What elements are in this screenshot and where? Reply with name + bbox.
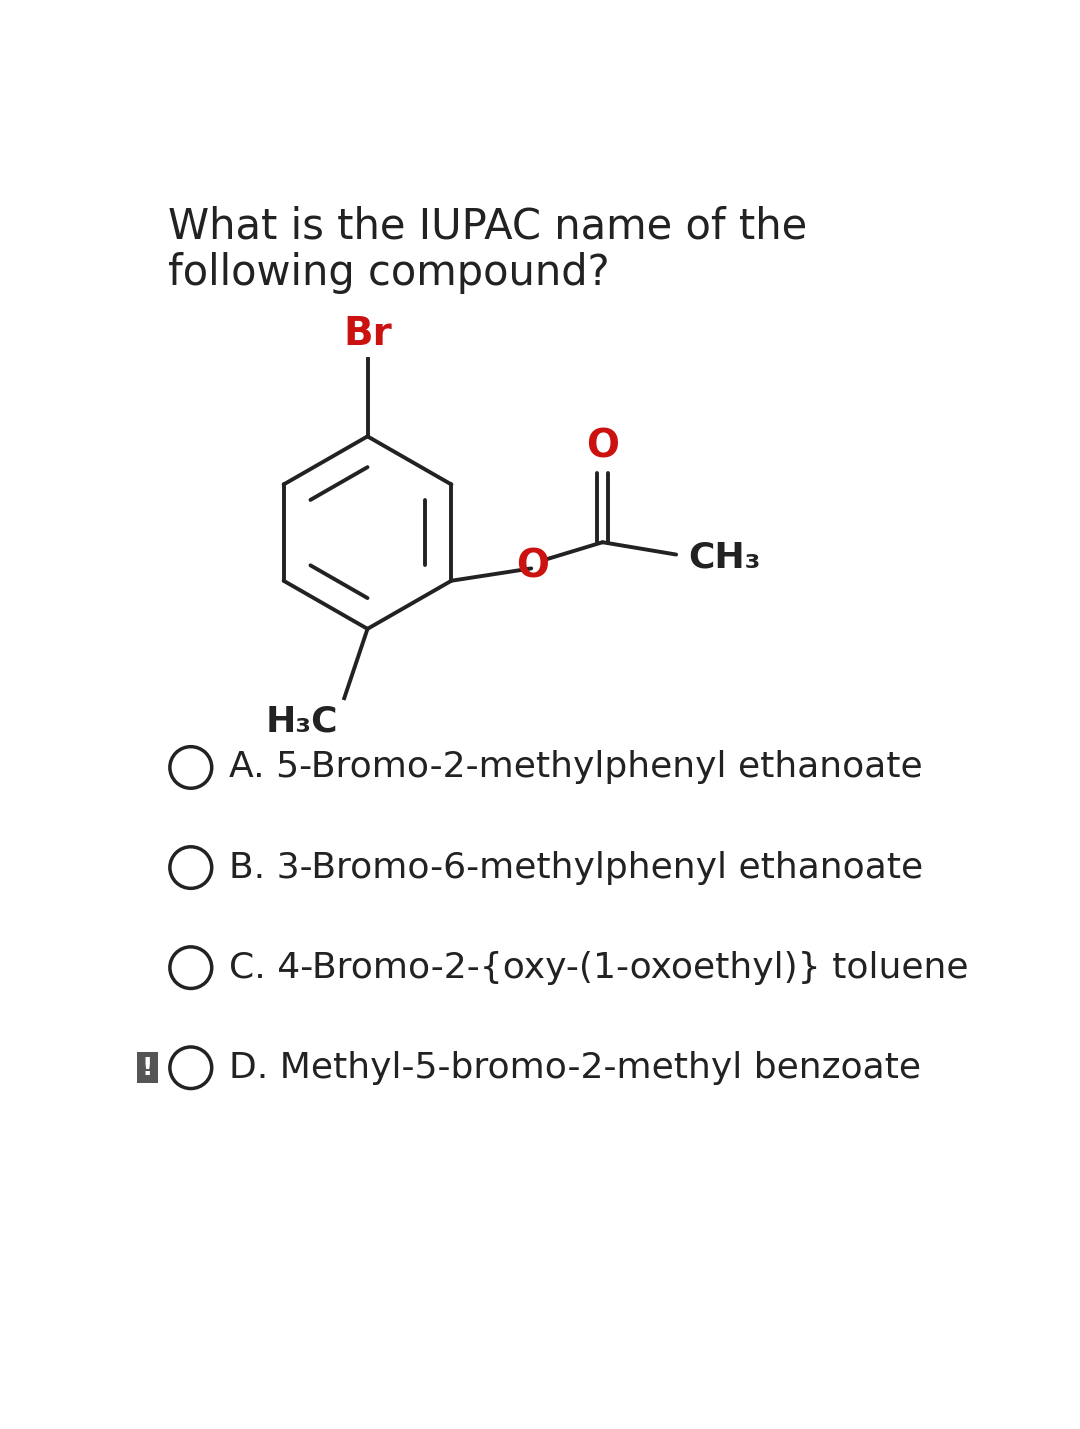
Text: H₃C: H₃C xyxy=(266,704,338,739)
Text: What is the IUPAC name of the: What is the IUPAC name of the xyxy=(167,206,807,247)
Text: !: ! xyxy=(141,1056,153,1080)
FancyBboxPatch shape xyxy=(136,1052,159,1083)
Text: Br: Br xyxy=(343,316,392,353)
Text: following compound?: following compound? xyxy=(167,252,609,293)
Text: D. Methyl-5-bromo-2-methyl benzoate: D. Methyl-5-bromo-2-methyl benzoate xyxy=(229,1050,921,1085)
Text: CH₃: CH₃ xyxy=(688,540,760,574)
Text: C. 4-Bromo-2-{oxy-(1-oxoethyl)} toluene: C. 4-Bromo-2-{oxy-(1-oxoethyl)} toluene xyxy=(229,950,969,985)
Text: A. 5-Bromo-2-methylphenyl ethanoate: A. 5-Bromo-2-methylphenyl ethanoate xyxy=(229,750,922,785)
Text: O: O xyxy=(516,547,550,586)
Text: O: O xyxy=(586,427,619,466)
Text: B. 3-Bromo-6-methylphenyl ethanoate: B. 3-Bromo-6-methylphenyl ethanoate xyxy=(229,850,923,885)
